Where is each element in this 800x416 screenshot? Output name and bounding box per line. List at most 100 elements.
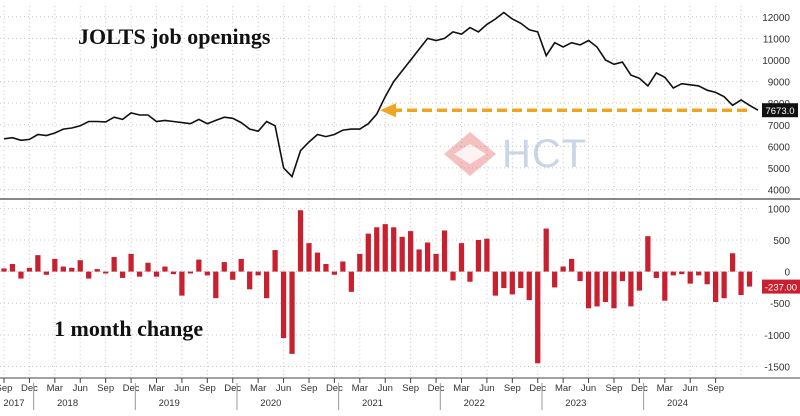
change-bar bbox=[196, 259, 202, 272]
x-month-label: Sep bbox=[97, 383, 114, 394]
x-month-label: Sep bbox=[0, 383, 12, 394]
change-bar bbox=[518, 271, 524, 289]
x-month-label: Dec bbox=[224, 383, 241, 394]
change-panel bbox=[1, 210, 753, 364]
change-bar bbox=[86, 271, 92, 279]
top-panel-title: JOLTS job openings bbox=[78, 24, 271, 49]
change-bar bbox=[289, 271, 295, 354]
bottom-y-tick-label: -1000 bbox=[764, 331, 790, 342]
x-month-label: Jun bbox=[479, 383, 494, 394]
change-bar bbox=[153, 271, 160, 277]
change-bar bbox=[433, 253, 439, 272]
bottom-last-value-label: -237.00 bbox=[765, 283, 797, 294]
x-month-label: Jun bbox=[73, 383, 88, 394]
change-bar bbox=[1, 268, 7, 272]
change-bar bbox=[264, 271, 270, 299]
change-bar bbox=[577, 271, 583, 282]
change-bar bbox=[26, 267, 33, 272]
x-year-label: 2019 bbox=[159, 398, 180, 409]
change-bar bbox=[213, 271, 219, 299]
change-bar bbox=[365, 233, 371, 272]
change-bar bbox=[687, 271, 693, 284]
change-bar bbox=[136, 271, 143, 277]
change-bar bbox=[374, 227, 380, 272]
x-month-label: Sep bbox=[707, 383, 724, 394]
change-bar bbox=[170, 271, 177, 275]
x-month-label: Dec bbox=[428, 383, 445, 394]
x-year-label: 2023 bbox=[565, 398, 586, 409]
openings-panel bbox=[3, 11, 759, 179]
top-y-tick-label: 7000 bbox=[768, 121, 791, 132]
change-bar bbox=[670, 271, 676, 276]
x-month-label: Sep bbox=[402, 383, 419, 394]
x-month-label: Sep bbox=[504, 383, 521, 394]
change-bar bbox=[628, 271, 634, 307]
change-bar bbox=[746, 271, 753, 287]
change-bar bbox=[560, 266, 566, 272]
change-bar bbox=[458, 243, 465, 272]
change-bar bbox=[441, 230, 448, 272]
x-month-label: Dec bbox=[123, 383, 140, 394]
change-bar bbox=[18, 271, 24, 279]
grid bbox=[0, 6, 760, 376]
change-bar bbox=[399, 236, 405, 272]
change-bar bbox=[119, 271, 126, 278]
top-y-tick-label: 9000 bbox=[768, 78, 791, 89]
change-bar bbox=[280, 271, 287, 339]
x-month-label: Dec bbox=[631, 383, 648, 394]
top-y-tick-label: 5000 bbox=[768, 164, 791, 175]
change-bar bbox=[568, 258, 575, 272]
change-bar bbox=[391, 227, 397, 272]
change-bar bbox=[467, 271, 473, 282]
top-y-tick-label: 12000 bbox=[762, 13, 790, 24]
x-year-label: 2020 bbox=[260, 398, 281, 409]
top-last-value-badge bbox=[762, 103, 798, 118]
bottom-y-tick-label: 1000 bbox=[768, 204, 791, 215]
change-bar bbox=[52, 258, 58, 272]
change-bar bbox=[662, 271, 668, 301]
bottom-last-value-badge bbox=[762, 279, 800, 294]
change-bar bbox=[526, 271, 532, 301]
x-year-label: 2022 bbox=[464, 398, 485, 409]
openings-line bbox=[3, 11, 759, 179]
change-bar bbox=[94, 269, 100, 272]
change-bar bbox=[416, 249, 422, 272]
x-month-label: Mar bbox=[47, 383, 63, 394]
hct-watermark: HCT bbox=[440, 130, 590, 180]
change-bar bbox=[729, 253, 736, 272]
x-month-label: Mar bbox=[352, 383, 368, 394]
top-y-tick-label: 10000 bbox=[762, 56, 790, 67]
top-last-value-label: 7673.0 bbox=[765, 106, 794, 117]
x-month-label: Dec bbox=[529, 383, 546, 394]
x-month-label: Dec bbox=[21, 383, 38, 394]
bottom-y-tick-label: -500 bbox=[770, 299, 790, 310]
change-bar bbox=[594, 271, 600, 307]
change-bar bbox=[543, 228, 549, 272]
top-y-tick-label: 6000 bbox=[768, 142, 791, 153]
bottom-y-tick-label: 0 bbox=[784, 268, 790, 279]
change-bar bbox=[247, 271, 253, 290]
x-month-label: Sep bbox=[199, 383, 216, 394]
change-bar bbox=[255, 271, 261, 276]
change-bar bbox=[535, 271, 541, 364]
bottom-y-tick-label: 500 bbox=[773, 236, 790, 247]
change-bar bbox=[111, 257, 117, 272]
x-month-label: Jun bbox=[174, 383, 189, 394]
change-bar bbox=[187, 271, 194, 274]
change-bar bbox=[509, 271, 515, 295]
change-bar bbox=[331, 271, 338, 275]
watermark-text: HCT bbox=[502, 132, 588, 176]
x-month-label: Mar bbox=[657, 383, 673, 394]
change-bar bbox=[424, 242, 431, 272]
change-bar bbox=[9, 264, 16, 272]
change-bar bbox=[103, 271, 109, 274]
change-bar bbox=[501, 271, 507, 289]
change-bar bbox=[35, 255, 41, 272]
x-month-label: Mar bbox=[555, 383, 571, 394]
change-bar bbox=[348, 271, 354, 292]
change-bar bbox=[340, 261, 346, 272]
change-bar bbox=[230, 271, 236, 280]
x-month-label: Jun bbox=[581, 383, 596, 394]
change-bar bbox=[636, 271, 643, 291]
